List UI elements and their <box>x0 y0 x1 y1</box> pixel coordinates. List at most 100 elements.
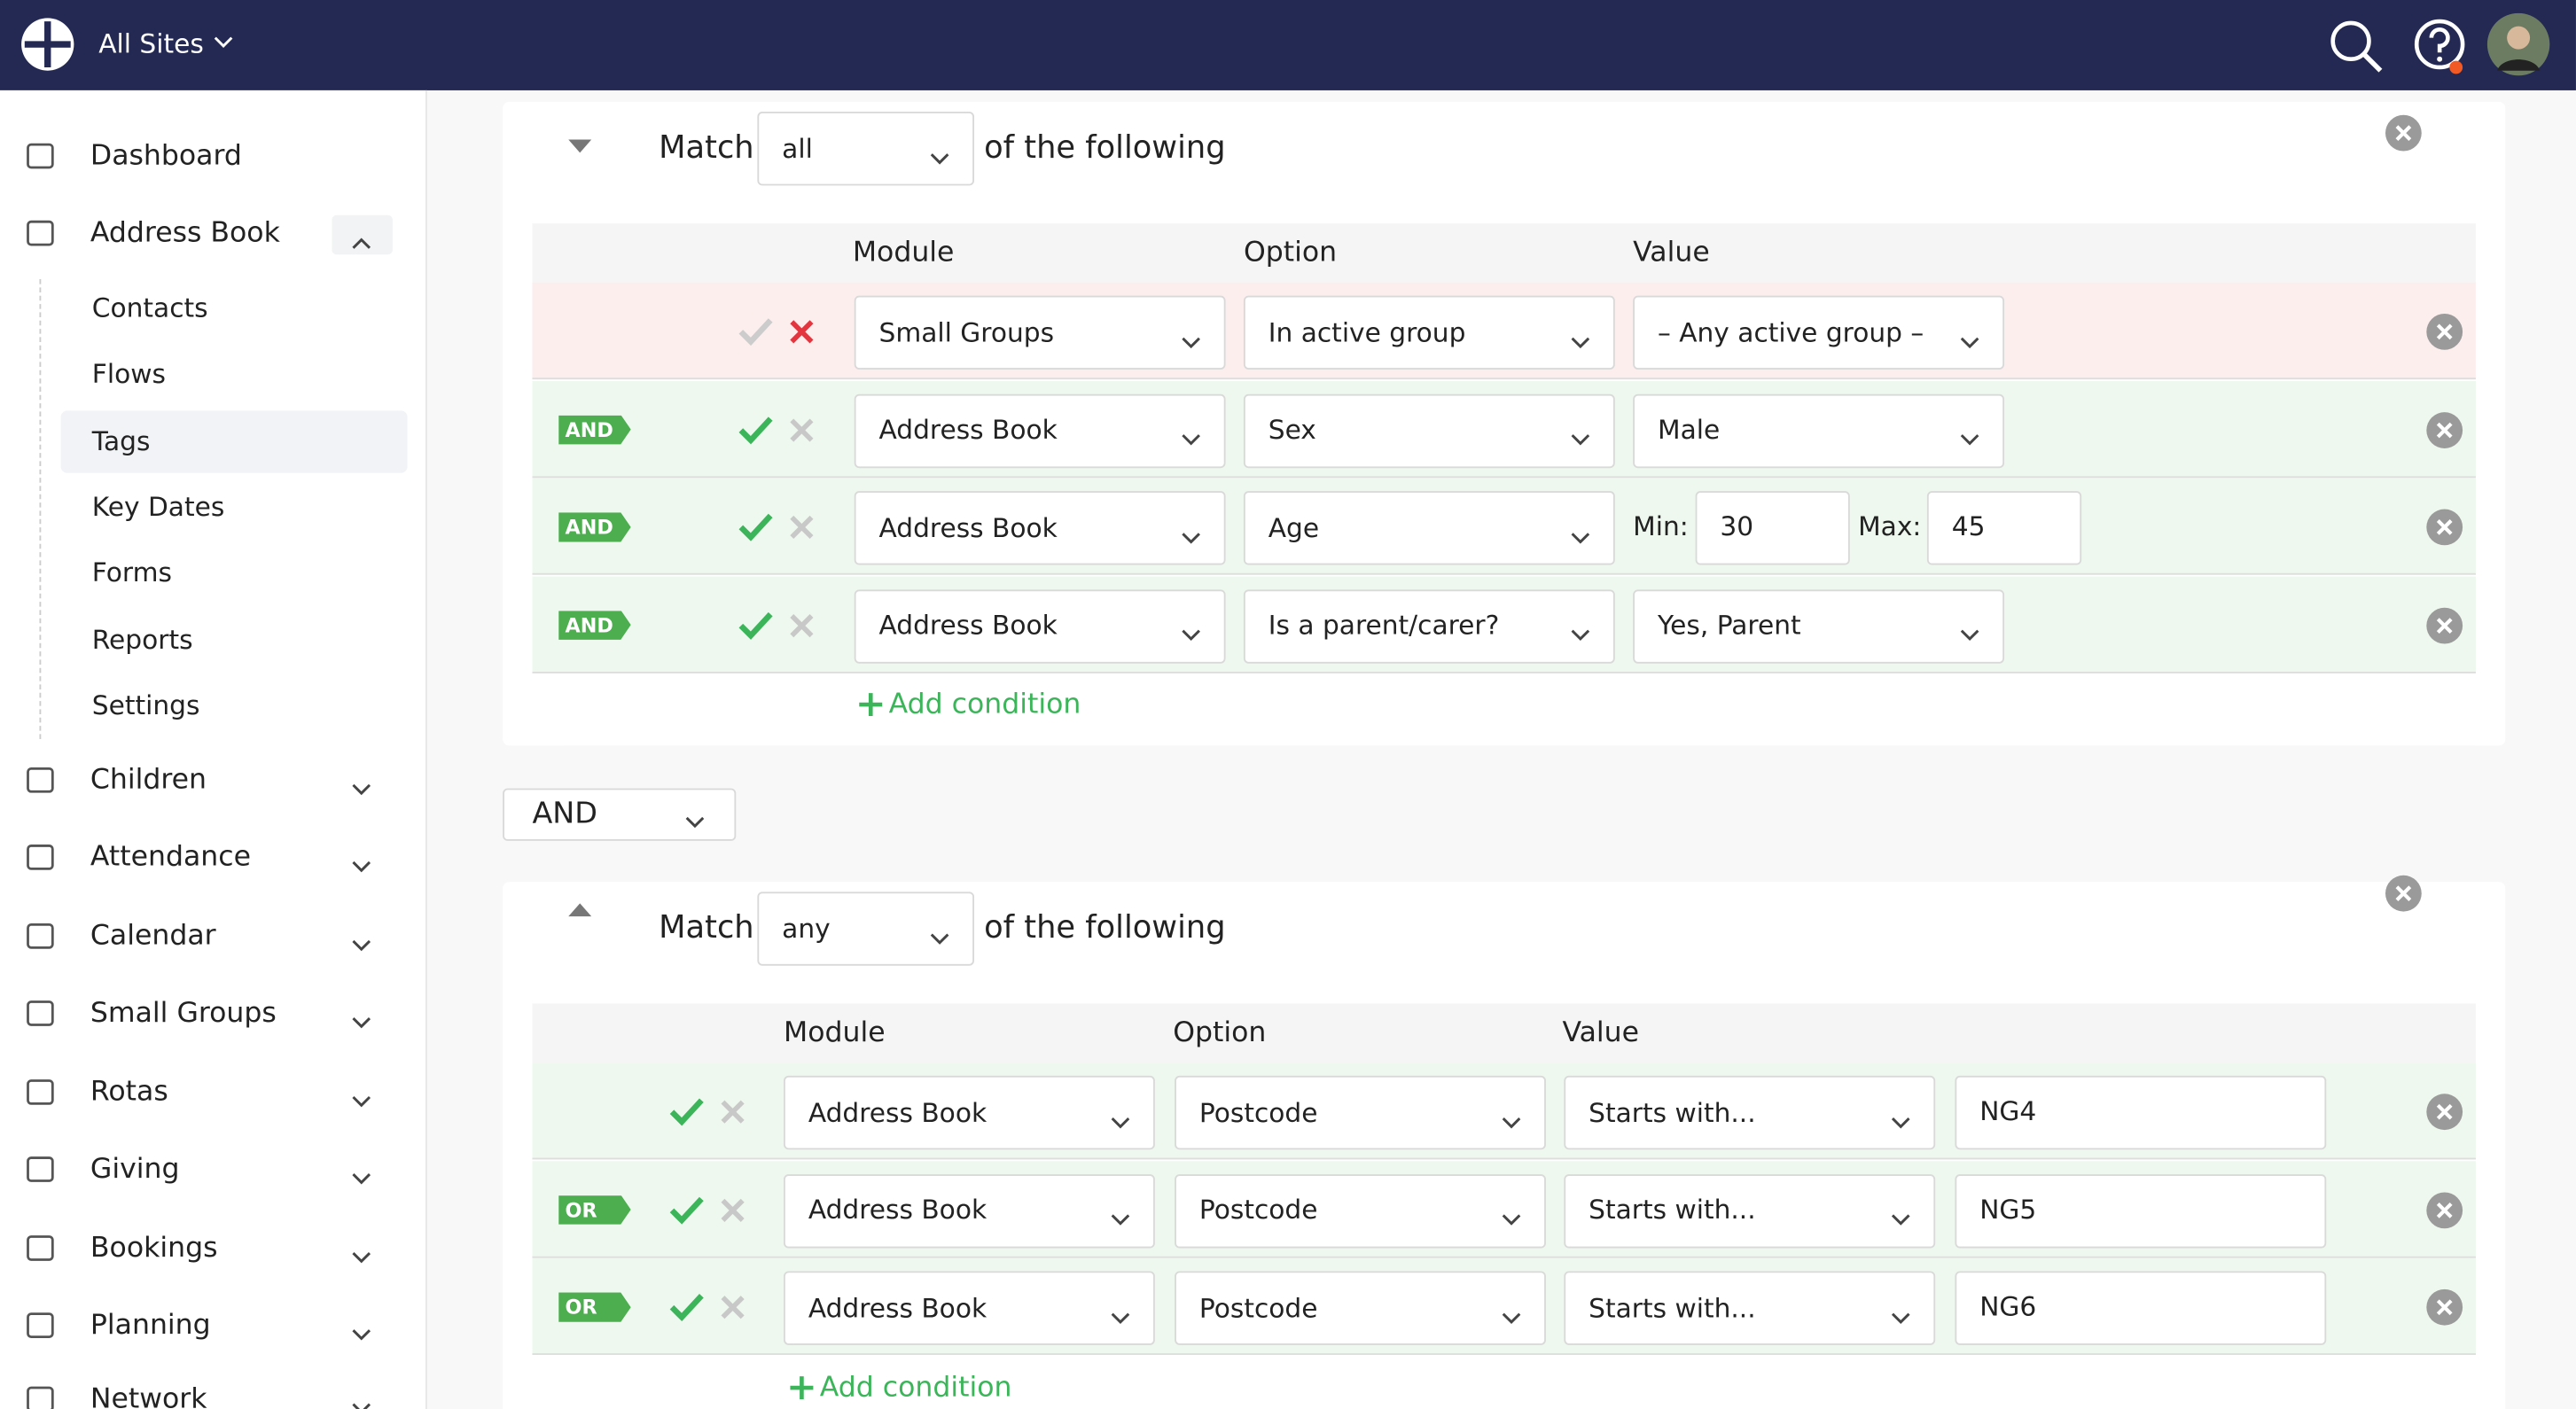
value-select[interactable] <box>1633 588 2005 663</box>
chevron[interactable] <box>350 774 373 796</box>
nav-item[interactable]: Planning <box>90 1309 211 1343</box>
option-select[interactable] <box>1175 1173 1546 1248</box>
nav-sub-item[interactable]: Forms <box>91 557 172 588</box>
remove-button[interactable] <box>2424 312 2463 351</box>
check-button[interactable] <box>738 315 774 348</box>
chevron[interactable] <box>350 227 373 249</box>
add-icon[interactable] <box>857 691 884 718</box>
value-select[interactable] <box>1633 393 2005 468</box>
remove-button[interactable] <box>2424 508 2463 547</box>
chevron[interactable] <box>1569 619 1592 642</box>
max-input[interactable] <box>1926 491 2082 565</box>
nav-sub-item[interactable]: Tags <box>91 424 151 456</box>
reject-button[interactable] <box>789 416 816 443</box>
chevron[interactable] <box>1889 1203 1912 1226</box>
module-select[interactable] <box>784 1075 1155 1150</box>
text-input[interactable] <box>1955 1075 2327 1150</box>
check-button[interactable] <box>738 510 774 543</box>
option-select[interactable] <box>1243 295 1615 370</box>
reject-button[interactable] <box>789 514 816 541</box>
option-select[interactable] <box>1243 588 1615 663</box>
chevron[interactable] <box>350 1086 373 1108</box>
reject-button[interactable] <box>720 1294 746 1320</box>
nav-item[interactable]: Network <box>90 1382 207 1409</box>
chevron[interactable] <box>1500 1106 1523 1128</box>
nav-sub-item[interactable]: Flows <box>91 358 166 390</box>
chevron[interactable] <box>1109 1106 1132 1128</box>
reject-button[interactable] <box>789 611 816 638</box>
add-condition[interactable]: Add condition <box>819 1371 1012 1405</box>
chevron[interactable] <box>1889 1302 1912 1324</box>
nav-sub-item[interactable]: Reports <box>91 623 193 655</box>
option-select[interactable] <box>1243 393 1615 468</box>
chevron[interactable] <box>1958 326 1981 348</box>
chevron[interactable] <box>350 1007 373 1029</box>
chevron[interactable] <box>1109 1302 1132 1324</box>
nav-item[interactable]: Address Book <box>90 216 280 250</box>
nav-sub-item[interactable]: Contacts <box>91 292 208 324</box>
nav-item[interactable]: Giving <box>90 1153 180 1187</box>
chevron[interactable] <box>1109 1203 1132 1226</box>
chevron[interactable] <box>350 930 373 952</box>
value-select[interactable] <box>1564 1271 1936 1345</box>
text-input[interactable] <box>1955 1173 2327 1248</box>
chevron[interactable] <box>350 851 373 873</box>
text-input[interactable] <box>1955 1271 2327 1345</box>
match-select[interactable] <box>757 112 975 186</box>
check-button[interactable] <box>668 1095 705 1128</box>
remove-button[interactable] <box>2424 409 2463 448</box>
module-select[interactable] <box>854 393 1226 468</box>
nav-sub-item[interactable]: Key Dates <box>91 490 225 523</box>
min-input[interactable] <box>1695 491 1850 565</box>
add-icon[interactable] <box>789 1374 816 1401</box>
chevron[interactable] <box>928 922 951 944</box>
chevron[interactable] <box>1889 1106 1912 1128</box>
remove-button[interactable] <box>2424 605 2463 644</box>
help-icon[interactable] <box>2412 17 2471 76</box>
nav-item[interactable]: Rotas <box>90 1075 168 1109</box>
chevron[interactable] <box>1180 521 1203 543</box>
chevron[interactable] <box>1569 326 1592 348</box>
nav-item[interactable]: Dashboard <box>90 139 242 173</box>
chevron[interactable] <box>1569 424 1592 446</box>
check-button[interactable] <box>668 1193 705 1226</box>
check-button[interactable] <box>738 413 774 446</box>
joiner-select[interactable] <box>503 788 737 841</box>
reject-button[interactable] <box>789 319 816 346</box>
chevron[interactable] <box>1958 424 1981 446</box>
value-select[interactable] <box>1564 1075 1936 1150</box>
check-button[interactable] <box>738 609 774 642</box>
chevron[interactable] <box>1958 619 1981 642</box>
match-select[interactable] <box>757 891 975 966</box>
option-select[interactable] <box>1243 491 1615 565</box>
nav-item[interactable]: Calendar <box>90 919 216 953</box>
site-selector[interactable]: All Sites <box>98 27 204 59</box>
chevron[interactable] <box>928 142 951 164</box>
option-select[interactable] <box>1175 1075 1546 1150</box>
chevron[interactable] <box>350 1393 373 1409</box>
chevron[interactable] <box>1500 1302 1523 1324</box>
chevron[interactable] <box>1569 521 1592 543</box>
chevron[interactable] <box>350 1242 373 1264</box>
nav-item[interactable]: Children <box>90 763 207 797</box>
avatar[interactable] <box>2486 12 2551 77</box>
chevron[interactable] <box>1180 619 1203 642</box>
remove-button[interactable] <box>2384 113 2423 152</box>
nav-item[interactable]: Attendance <box>90 840 251 874</box>
module-select[interactable] <box>784 1271 1155 1345</box>
chevron[interactable] <box>350 1163 373 1185</box>
module-select[interactable] <box>854 295 1226 370</box>
remove-button[interactable] <box>2424 1190 2463 1229</box>
chevron[interactable] <box>350 1319 373 1341</box>
chevron[interactable] <box>1180 326 1203 348</box>
remove-button[interactable] <box>2424 1092 2463 1131</box>
toggle-triangle[interactable] <box>566 133 593 153</box>
module-select[interactable] <box>854 588 1226 663</box>
value-select[interactable] <box>1633 295 2005 370</box>
add-condition[interactable]: Add condition <box>888 688 1081 721</box>
chevron[interactable] <box>683 806 706 829</box>
reject-button[interactable] <box>720 1196 746 1223</box>
site-chevron[interactable] <box>212 31 235 54</box>
chevron[interactable] <box>1500 1203 1523 1226</box>
check-button[interactable] <box>668 1291 705 1324</box>
